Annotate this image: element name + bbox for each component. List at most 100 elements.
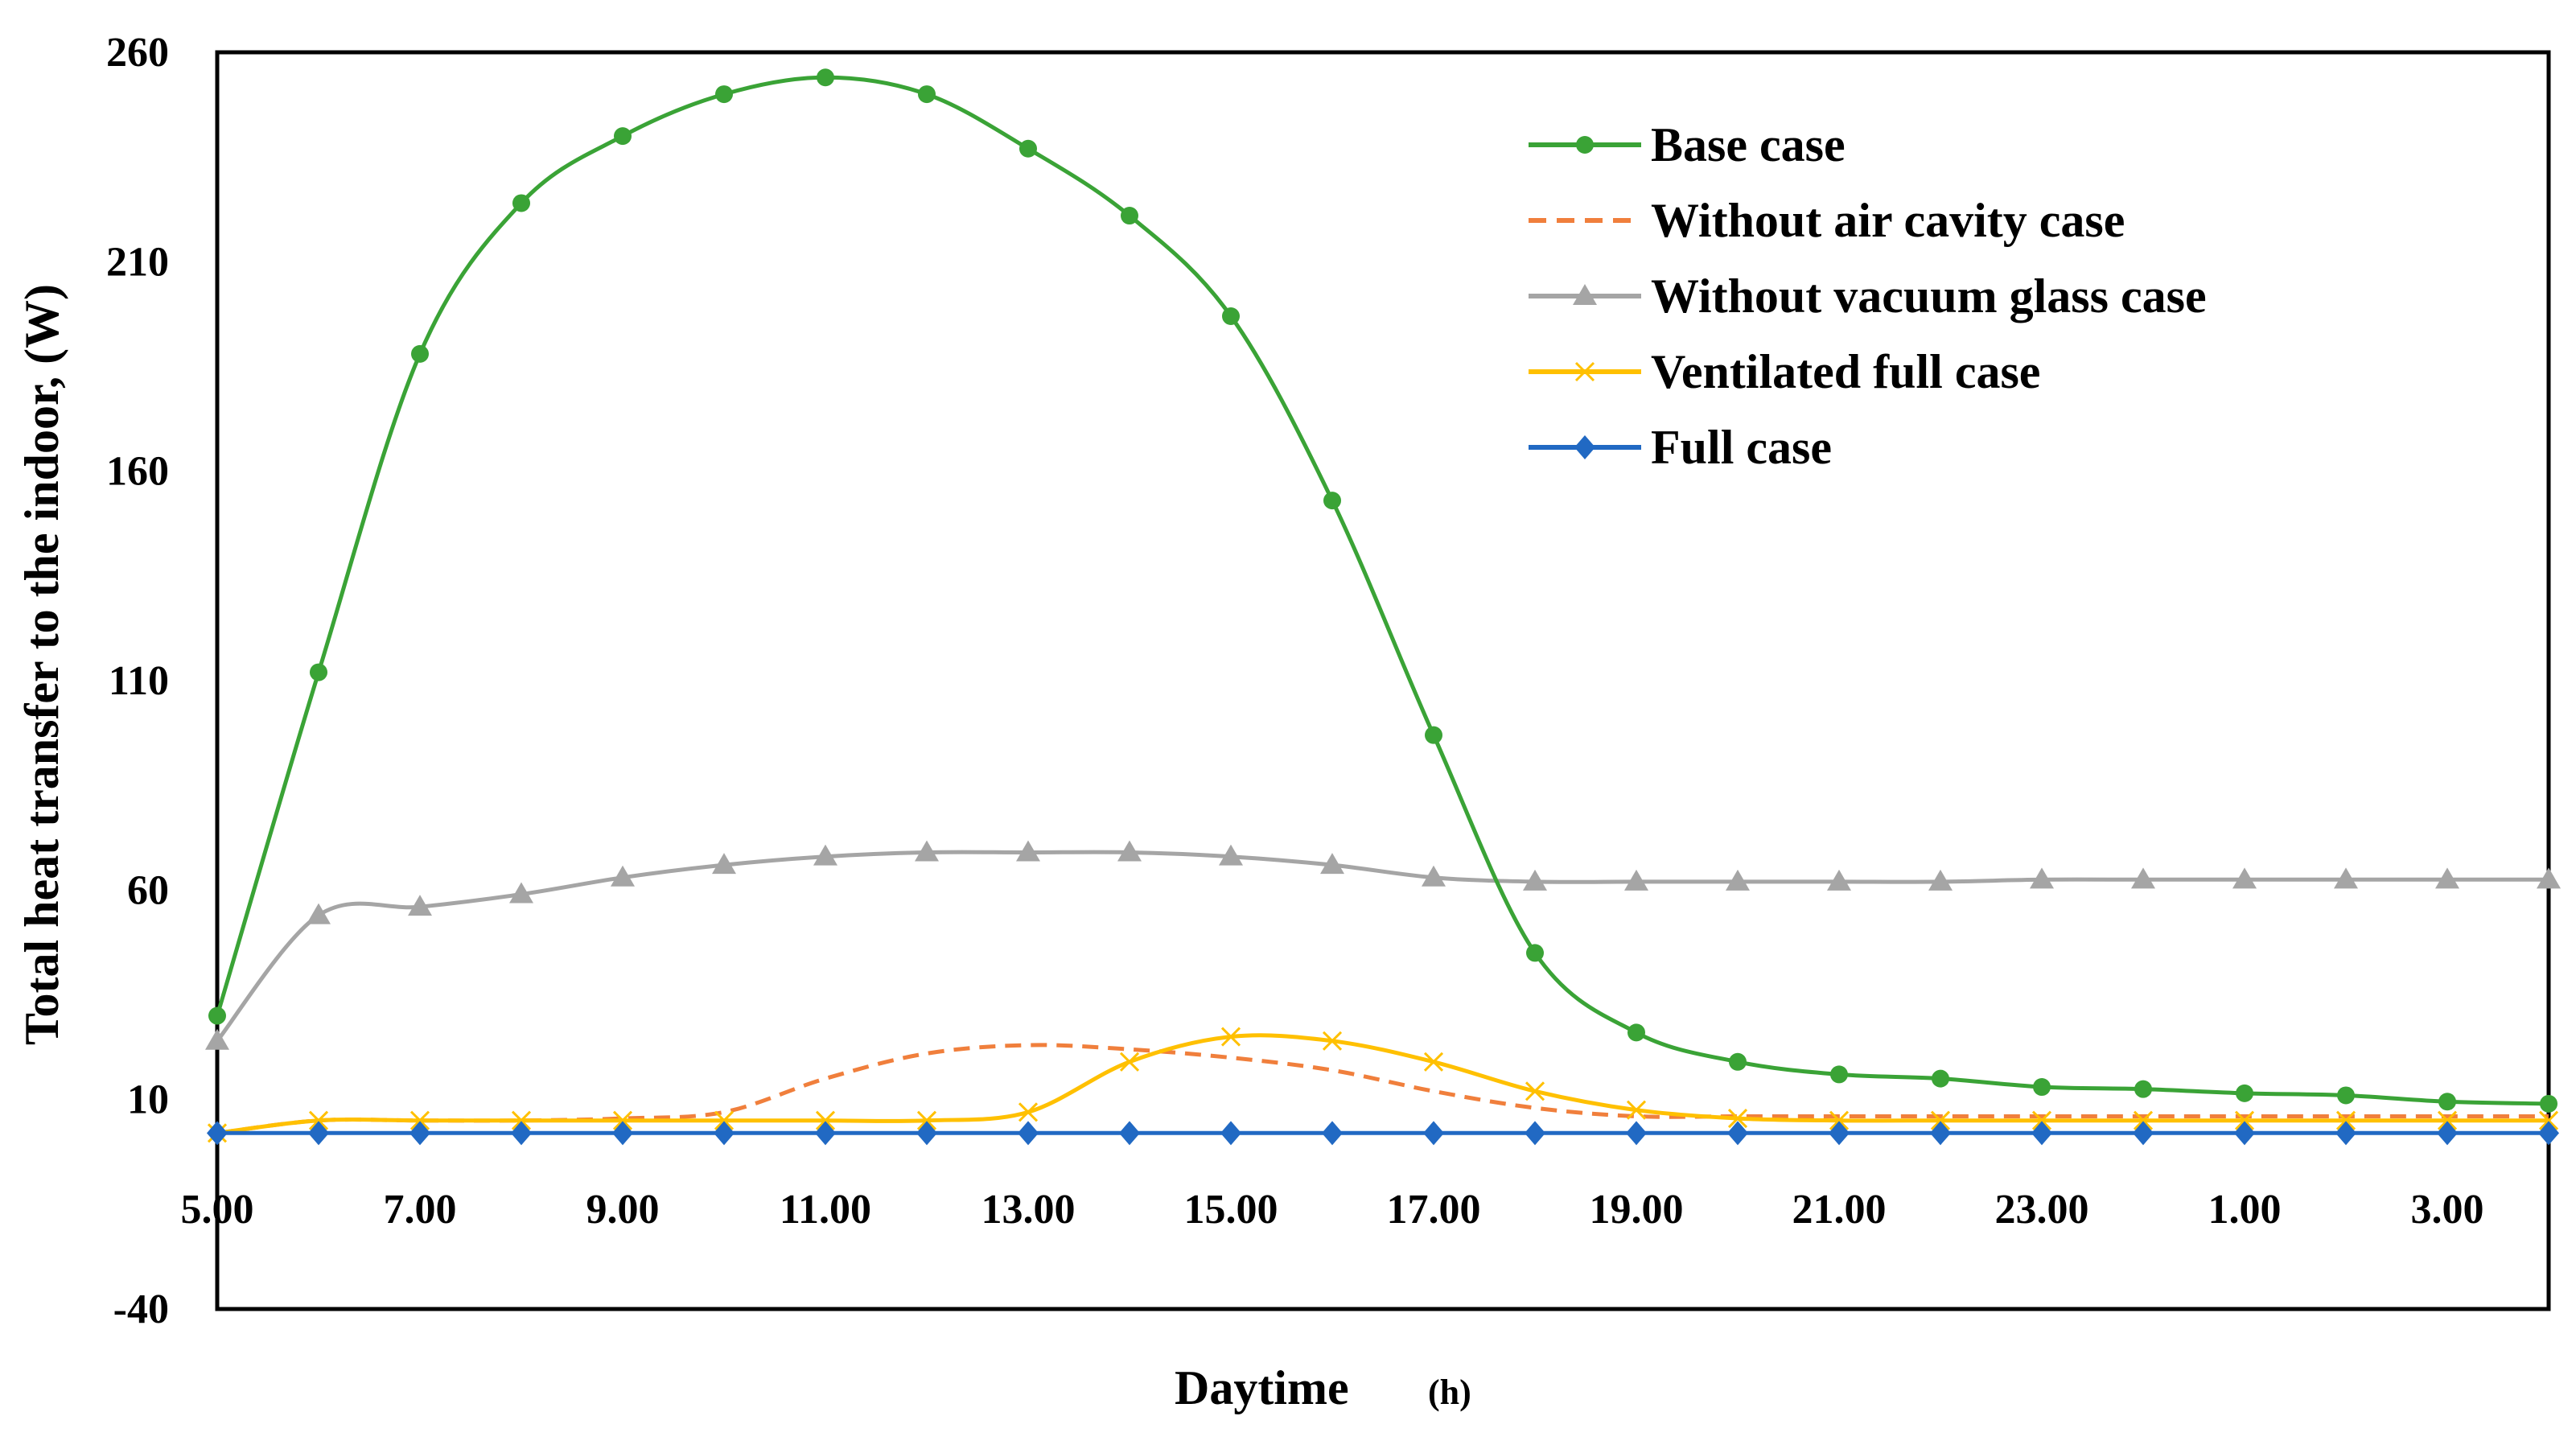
- x-tick-label: 13.00: [981, 1187, 1076, 1233]
- x-axis-ticks: 5.00 7.00 9.00 11.00 13.00 15.00 17.00 19.00 21.…: [181, 1187, 2484, 1233]
- data-point: [714, 1121, 735, 1146]
- data-point: [411, 344, 429, 363]
- data-point: [1727, 1121, 1748, 1146]
- data-point: [1018, 1121, 1039, 1146]
- legend-label: Full case: [1651, 421, 1832, 474]
- data-point: [2133, 1110, 2154, 1130]
- data-point: [409, 1110, 430, 1130]
- y-tick-label: 260: [106, 30, 169, 76]
- data-point: [1220, 1121, 1241, 1146]
- x-tick-label: 9.00: [586, 1187, 660, 1233]
- data-point: [1626, 1100, 1647, 1120]
- data-point: [2538, 1121, 2559, 1146]
- data-point: [2031, 1121, 2052, 1146]
- legend-item: Ventilated full case: [1529, 345, 2040, 398]
- data-point: [915, 840, 939, 862]
- y-axis-ticks: 260 210 160 110 60 10 -40: [106, 30, 169, 1332]
- data-point: [2435, 867, 2459, 889]
- data-point: [2438, 1093, 2456, 1111]
- data-point: [1018, 1102, 1039, 1122]
- data-point: [815, 1121, 836, 1146]
- data-point: [2133, 1121, 2154, 1146]
- data-point: [1222, 307, 1240, 326]
- data-point: [307, 903, 331, 924]
- data-point: [2540, 1094, 2557, 1113]
- data-point: [205, 1028, 229, 1050]
- data-point: [1121, 207, 1138, 225]
- y-axis-title: Total heat transfer to the indoor, (W): [15, 284, 68, 1045]
- series-without-vacuum-glass-case: [205, 840, 2561, 1050]
- data-point: [1019, 139, 1037, 158]
- data-point: [1627, 1023, 1645, 1042]
- data-point: [714, 1110, 735, 1130]
- data-point: [207, 1121, 228, 1146]
- data-point: [2437, 1110, 2458, 1130]
- legend: Base case Without air cavity case Without …: [1529, 118, 2207, 474]
- data-point: [2337, 1086, 2355, 1105]
- x-tick-label: 11.00: [780, 1187, 871, 1233]
- legend-label: Without vacuum glass case: [1651, 270, 2207, 323]
- data-point: [1425, 726, 1442, 744]
- series-line: [216, 850, 2549, 1043]
- x-tick-label: 7.00: [384, 1187, 457, 1233]
- data-point: [815, 1110, 836, 1130]
- data-point: [408, 895, 432, 916]
- data-point: [1423, 1052, 1444, 1072]
- data-point: [2437, 1121, 2458, 1146]
- data-point: [2234, 1110, 2255, 1130]
- data-point: [1523, 869, 1547, 891]
- legend-marker: [1573, 284, 1597, 305]
- data-point: [1928, 869, 1953, 891]
- x-tick-label: 3.00: [2411, 1187, 2484, 1233]
- data-point: [1323, 492, 1341, 510]
- data-point: [1119, 1121, 1140, 1146]
- data-point: [1119, 1052, 1140, 1072]
- data-point: [1726, 869, 1750, 891]
- y-tick-label: 160: [106, 449, 169, 495]
- data-point: [1830, 1065, 1848, 1084]
- legend-item: Without vacuum glass case: [1529, 270, 2207, 323]
- data-point: [918, 85, 936, 104]
- data-point: [512, 194, 530, 212]
- legend-label: Ventilated full case: [1651, 345, 2040, 398]
- legend-label: Without air cavity case: [1651, 194, 2125, 247]
- series-line: [215, 75, 2549, 1106]
- data-point: [509, 882, 533, 904]
- data-point: [1829, 1110, 1850, 1130]
- data-point: [308, 1110, 329, 1130]
- data-point: [813, 844, 837, 866]
- data-point: [2030, 867, 2054, 889]
- data-point: [1322, 1031, 1343, 1051]
- y-tick-label: 60: [127, 867, 169, 913]
- data-point: [2234, 1121, 2255, 1146]
- data-point: [916, 1110, 937, 1130]
- data-point: [1930, 1110, 1951, 1130]
- x-tick-label: 21.00: [1792, 1187, 1887, 1233]
- y-tick-label: -40: [113, 1286, 169, 1332]
- x-tick-label: 1.00: [2208, 1187, 2282, 1233]
- data-point: [2236, 1084, 2253, 1102]
- data-point: [1322, 1121, 1343, 1146]
- series-line: [216, 1033, 2549, 1135]
- data-point: [2335, 1121, 2356, 1146]
- data-point: [2232, 867, 2257, 889]
- data-point: [612, 1110, 633, 1130]
- x-tick-label: 15.00: [1184, 1187, 1278, 1233]
- data-point: [1626, 1121, 1647, 1146]
- data-point: [1423, 1121, 1444, 1146]
- data-point: [2537, 867, 2561, 889]
- data-point: [1219, 844, 1243, 866]
- legend-item: Base case: [1529, 118, 1846, 171]
- x-tick-label: 5.00: [181, 1187, 254, 1233]
- data-point: [2538, 1110, 2559, 1130]
- series-layer: [205, 68, 2561, 1146]
- x-axis-unit: (h): [1428, 1373, 1471, 1412]
- data-point: [1827, 869, 1851, 891]
- data-point: [916, 1121, 937, 1146]
- data-point: [1016, 840, 1040, 862]
- data-point: [208, 1006, 226, 1025]
- data-point: [2031, 1110, 2052, 1130]
- x-tick-label: 19.00: [1590, 1187, 1684, 1233]
- legend-label: Base case: [1651, 118, 1846, 171]
